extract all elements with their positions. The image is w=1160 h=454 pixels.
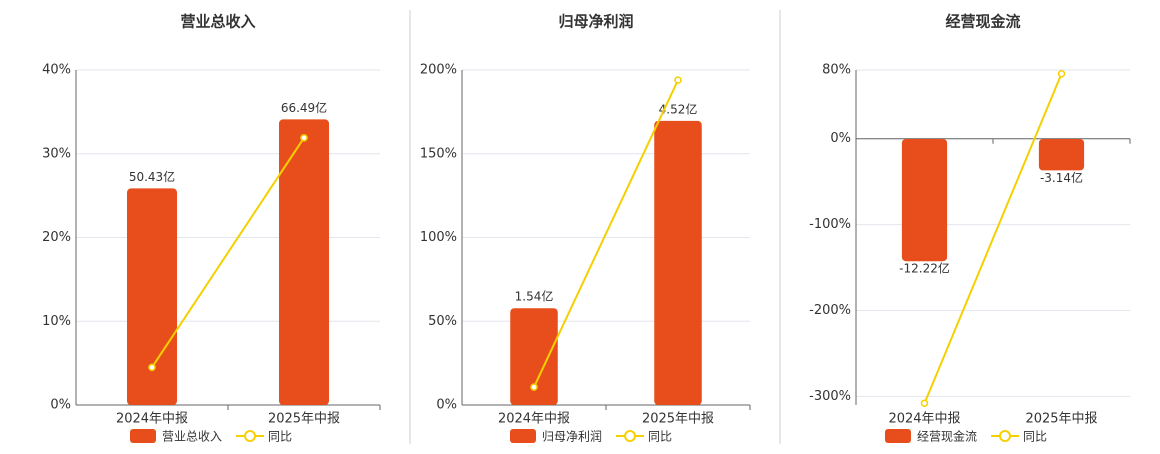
legend-label: 同比 [268, 430, 292, 444]
legend-swatch [510, 429, 536, 443]
line-point [674, 76, 682, 84]
line [151, 137, 305, 368]
data-label: -12.22亿 [899, 261, 950, 276]
x-tick-label: 2024年中报 [888, 412, 960, 427]
y-tick-label: 0% [830, 131, 851, 146]
line [533, 79, 679, 388]
legend-swatch [624, 430, 637, 442]
legend-label: 经营现金流 [917, 429, 977, 444]
x-tick-label: 2024年中报 [116, 412, 188, 427]
x-tick-label: 2024年中报 [498, 412, 570, 427]
bar [901, 139, 948, 262]
y-tick-label: -100% [809, 217, 851, 232]
line-point [920, 399, 929, 408]
legend-label: 同比 [648, 430, 672, 444]
y-tick-label: 0% [436, 398, 457, 413]
y-tick-label: 200% [420, 63, 457, 78]
bar [279, 119, 329, 406]
y-tick-label: 10% [42, 314, 71, 329]
legend-label: 同比 [1023, 430, 1047, 444]
line-point [530, 383, 538, 391]
y-tick-label: 80% [822, 63, 851, 78]
legend-label: 归母净利润 [542, 430, 602, 444]
line [923, 73, 1063, 404]
y-tick-label: 150% [420, 146, 457, 161]
legend-swatch [999, 430, 1012, 442]
data-label: 1.54亿 [515, 289, 554, 304]
legend-label: 营业总收入 [162, 430, 222, 444]
y-tick-label: 30% [42, 146, 71, 161]
x-tick-label: 2025年中报 [1025, 412, 1097, 427]
data-label: 66.49亿 [281, 100, 327, 115]
legend-swatch [130, 429, 156, 443]
x-tick-label: 2025年中报 [268, 412, 340, 427]
bar [510, 308, 558, 405]
y-tick-label: 100% [420, 230, 457, 245]
legend-swatch [244, 430, 257, 442]
bar [1038, 139, 1085, 171]
line-point [148, 363, 156, 372]
y-tick-label: -300% [809, 389, 851, 404]
chart-title: 经营现金流 [945, 13, 1020, 31]
data-label: 4.52亿 [659, 101, 698, 116]
bar [127, 188, 177, 405]
data-label: -3.14亿 [1040, 170, 1083, 185]
y-tick-label: -200% [809, 303, 851, 318]
line-point [1057, 70, 1066, 78]
legend-swatch [885, 429, 911, 443]
line-point [300, 134, 308, 142]
y-tick-label: 0% [50, 398, 71, 413]
x-tick-label: 2025年中报 [642, 412, 714, 427]
y-tick-label: 50% [428, 314, 457, 329]
y-tick-label: 20% [42, 230, 71, 245]
chart-title: 归母净利润 [558, 13, 633, 31]
bar [654, 120, 702, 405]
chart-title: 营业总收入 [180, 13, 255, 31]
data-label: 50.43亿 [129, 169, 175, 184]
y-tick-label: 40% [42, 63, 71, 78]
